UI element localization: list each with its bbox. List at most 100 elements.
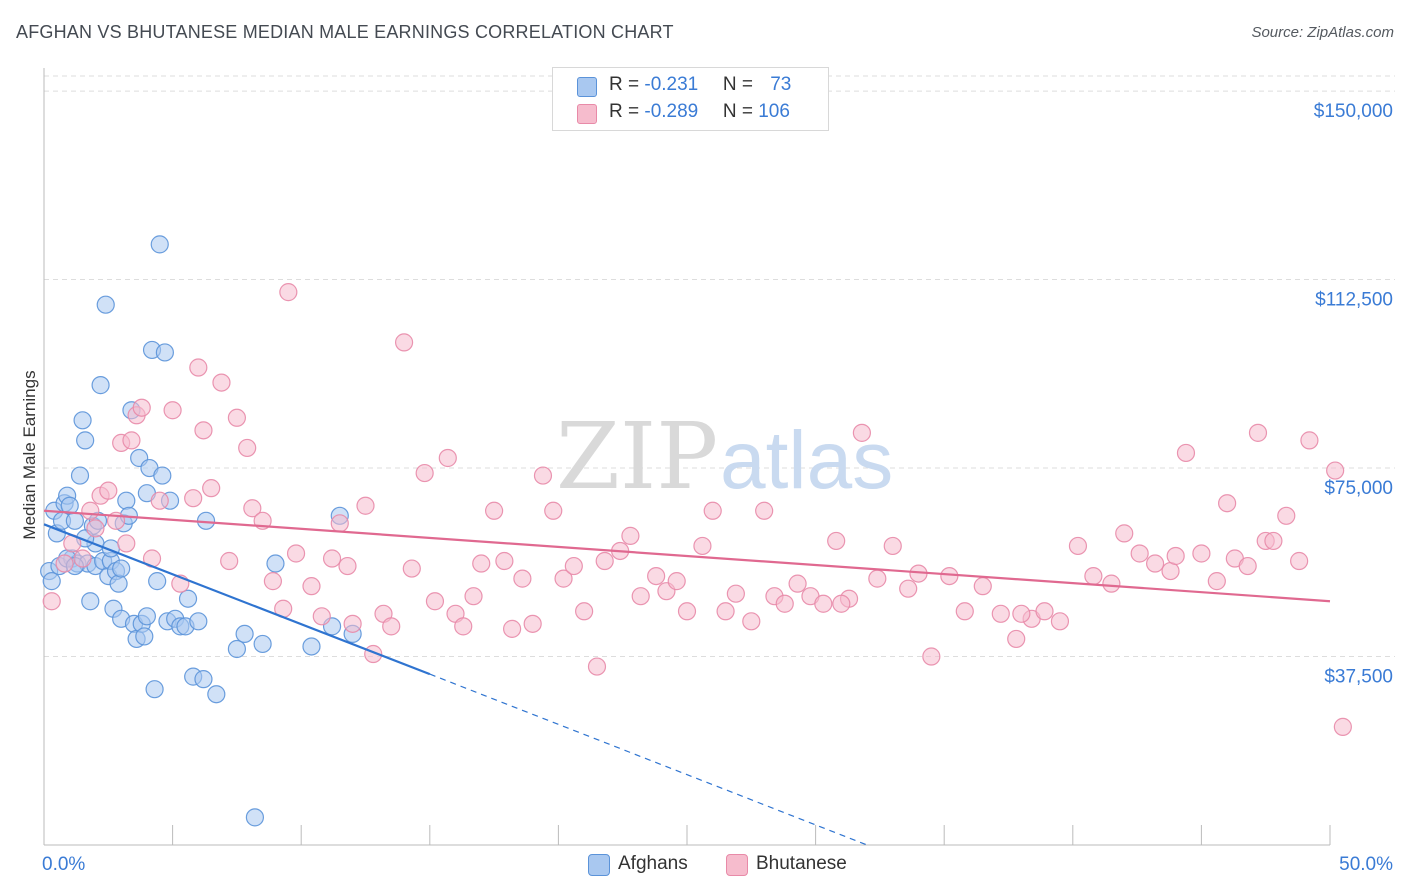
- y-tick-label: $75,000: [1324, 478, 1393, 499]
- trend-lines: [43, 509, 1331, 846]
- axes: [43, 68, 1331, 846]
- y-tick-label: $112,500: [1315, 290, 1393, 311]
- watermark: ZIP atlas: [556, 403, 893, 510]
- data-point: [302, 577, 321, 596]
- afghans-swatch: [577, 77, 597, 97]
- data-point: [184, 489, 203, 508]
- gridlines: [44, 75, 1395, 658]
- data-point: [955, 602, 974, 621]
- data-point: [814, 594, 833, 613]
- data-point: [81, 592, 100, 611]
- data-point: [1115, 524, 1134, 543]
- data-point: [775, 594, 794, 613]
- data-point: [1264, 531, 1283, 551]
- afghans-swatch: [588, 854, 610, 876]
- data-point: [96, 295, 115, 314]
- data-point: [595, 551, 614, 571]
- data-point: [322, 549, 342, 568]
- data-point: [42, 572, 61, 591]
- data-point: [677, 602, 697, 621]
- data-point: [667, 572, 686, 591]
- chart-title: AFGHAN VS BHUTANESE MEDIAN MALE EARNINGS…: [16, 22, 674, 42]
- data-point: [91, 376, 110, 395]
- data-point: [693, 536, 712, 556]
- data-point: [73, 411, 92, 430]
- data-point: [266, 554, 285, 573]
- trend-extension-afghans: [429, 673, 868, 846]
- source-label: Source: ZipAtlas.com: [1251, 24, 1394, 41]
- data-point: [742, 612, 761, 631]
- data-point: [438, 448, 457, 468]
- data-point: [564, 556, 583, 576]
- data-point: [150, 491, 169, 510]
- data-point: [227, 639, 246, 659]
- data-point: [1161, 561, 1180, 581]
- data-point: [495, 551, 514, 571]
- data-point: [212, 373, 231, 392]
- data-point: [1300, 431, 1319, 450]
- data-point: [202, 479, 221, 498]
- data-point: [163, 401, 182, 420]
- data-point: [1007, 629, 1026, 649]
- data-point: [1326, 461, 1345, 480]
- data-point: [1084, 567, 1103, 586]
- data-point: [554, 569, 573, 588]
- data-point: [81, 501, 100, 520]
- legend-label: Afghans: [618, 853, 688, 874]
- x-tick-label: 0.0%: [42, 854, 85, 875]
- data-point: [1176, 443, 1196, 463]
- data-point: [883, 536, 902, 556]
- data-point: [235, 624, 254, 644]
- data-point: [899, 579, 918, 598]
- data-point: [279, 283, 298, 302]
- data-point: [1035, 602, 1054, 621]
- data-point: [135, 627, 154, 646]
- data-point: [513, 569, 532, 588]
- data-point: [194, 421, 213, 440]
- data-point: [1290, 551, 1309, 571]
- data-point: [1333, 717, 1352, 736]
- data-point: [76, 431, 95, 450]
- data-point: [189, 612, 208, 631]
- data-point: [70, 466, 90, 485]
- series-bhutanese: [42, 283, 1352, 736]
- data-point: [330, 514, 349, 533]
- data-point: [109, 574, 128, 593]
- data-point: [137, 607, 156, 626]
- data-point: [575, 602, 594, 621]
- data-point: [122, 431, 141, 450]
- data-point: [245, 808, 265, 827]
- data-point: [464, 587, 483, 606]
- data-point: [1277, 506, 1296, 525]
- data-point: [42, 592, 61, 611]
- n-label: N =: [722, 74, 759, 95]
- data-point: [533, 466, 553, 485]
- data-point: [832, 594, 851, 613]
- data-point: [117, 491, 136, 510]
- data-point: [117, 534, 136, 553]
- data-point: [238, 438, 257, 458]
- data-point: [1166, 546, 1185, 566]
- n-value: 73: [770, 74, 792, 95]
- data-point: [1218, 494, 1237, 513]
- data-point: [145, 680, 164, 699]
- data-point: [1068, 536, 1088, 556]
- data-point: [940, 567, 959, 586]
- data-point: [1192, 544, 1211, 563]
- data-point: [703, 501, 722, 520]
- r-value: -0.231: [644, 74, 699, 95]
- data-point: [415, 463, 434, 483]
- data-point: [253, 634, 272, 654]
- data-point: [1102, 574, 1121, 593]
- data-point: [263, 572, 283, 591]
- data-point: [356, 496, 375, 515]
- data-point: [868, 569, 887, 588]
- data-point: [86, 519, 105, 538]
- r-value: -0.289: [644, 101, 699, 122]
- bhutanese-swatch: [726, 854, 748, 876]
- n-value: 106: [758, 101, 790, 122]
- trend-line-afghans: [43, 523, 431, 676]
- data-point: [343, 614, 362, 633]
- data-point: [73, 549, 92, 568]
- data-point: [312, 607, 331, 626]
